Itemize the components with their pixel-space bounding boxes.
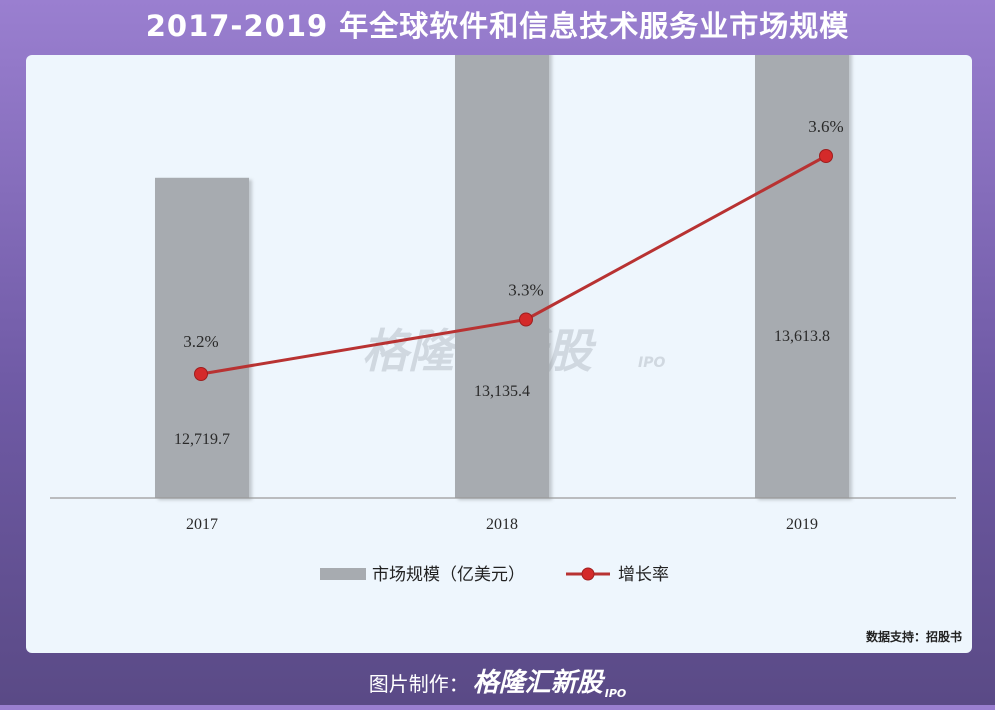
legend-bar-label: 市场规模（亿美元） (372, 565, 525, 585)
footer-label: 图片制作： (368, 672, 469, 696)
legend-line-label: 增长率 (618, 565, 669, 585)
growth-rate-label-2017: 3.2% (183, 332, 218, 351)
watermark-sub: IPO (638, 355, 665, 371)
bar-value-label-2017: 12,719.7 (174, 431, 230, 448)
x-tick-label-2017: 2017 (186, 516, 218, 533)
legend: 市场规模（亿美元） 增长率 (320, 565, 669, 585)
legend-line-marker (581, 567, 595, 581)
source-note: 数据支持：招股书 (865, 630, 962, 644)
bar-2017 (155, 177, 249, 498)
footer: 图片制作： 格隆汇新股 IPO (0, 667, 995, 710)
growth-rate-point-2019 (819, 149, 833, 163)
footer-brand: 格隆汇新股 (472, 668, 603, 698)
bar-2019 (755, 55, 849, 499)
growth-rate-point-2018 (519, 312, 533, 327)
chart-title: 2017-2019 年全球软件和信息技术服务业市场规模 (145, 9, 850, 43)
chart-svg: 格隆汇新股 IPO 12,719.713,135.413,613.8 20172… (50, 55, 956, 585)
growth-rate-label-2018: 3.3% (508, 281, 543, 300)
growth-rate-label-2019: 3.6% (808, 117, 843, 136)
legend-bar-swatch (320, 568, 366, 580)
bar-value-label-2019: 13,613.8 (774, 328, 830, 345)
bar-2018 (455, 55, 549, 499)
x-tick-label-2019: 2019 (786, 516, 818, 533)
growth-rate-point-2017 (194, 367, 208, 381)
chart-panel: 格隆汇新股 IPO 12,719.713,135.413,613.8 20172… (26, 55, 972, 653)
x-tick-label-2018: 2018 (486, 516, 518, 533)
bar-value-label-2018: 13,135.4 (474, 383, 530, 400)
footer-brand-sub: IPO (604, 687, 627, 700)
